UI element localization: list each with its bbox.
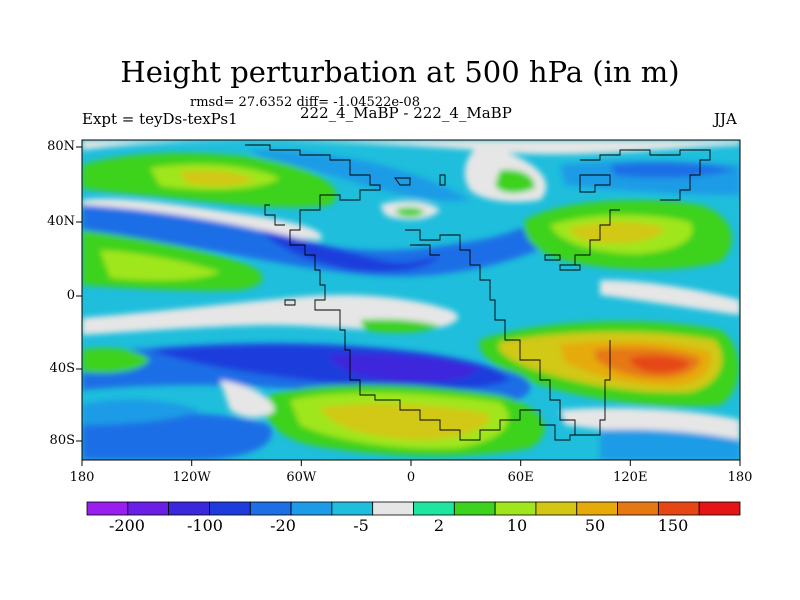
y-tick-label: 80S [49, 433, 75, 448]
colorbar-swatch [453, 501, 496, 516]
x-tick-label: 60W [286, 470, 317, 485]
x-tick-label: 120E [613, 470, 648, 485]
colorbar-swatch [209, 501, 251, 516]
colorbar-label: -5 [353, 516, 369, 535]
colorbar-swatch [535, 501, 578, 516]
colorbar-label: 10 [506, 516, 528, 535]
colorbar-swatch [372, 501, 414, 516]
x-tick-label: 180 [69, 470, 95, 485]
y-tick-label: 0 [66, 288, 75, 303]
colorbar-label: -20 [270, 516, 296, 535]
y-tick-label: 80N [47, 139, 75, 154]
x-tick-label: 0 [406, 470, 416, 485]
center-label: 222_4_MaBP - 222_4_MaBP [300, 104, 512, 122]
colorbar-swatch [617, 501, 659, 516]
map-title: Height perturbation at 500 hPa (in m) [120, 55, 680, 89]
colorbar-label: 50 [584, 516, 606, 535]
colorbar-swatch [86, 501, 129, 516]
colorbar-swatch [168, 501, 210, 516]
colorbar-swatch [331, 501, 374, 516]
colorbar-label: -200 [109, 516, 145, 535]
colorbar [86, 501, 741, 516]
stats-line: rmsd= 27.6352 diff= -1.04522e-08 [190, 95, 420, 110]
colorbar-label: 150 [657, 516, 689, 535]
y-tick-label: 40S [49, 361, 75, 376]
colorbar-swatch [249, 501, 292, 516]
x-tick-label: 120W [172, 470, 211, 485]
contour-field [82, 140, 740, 460]
colorbar-swatch [657, 501, 700, 516]
y-tick-label: 40N [47, 214, 75, 229]
colorbar-swatch [127, 501, 170, 516]
colorbar-swatch [698, 501, 741, 516]
x-tick-label: 60E [507, 470, 534, 485]
x-tick-label: 180 [727, 470, 753, 485]
experiment-label: Expt = teyDs-texPs1 [82, 110, 238, 128]
colorbar-label: 2 [433, 516, 445, 535]
season-label: JJA [714, 110, 737, 128]
colorbar-swatch [290, 501, 333, 516]
colorbar-swatch [576, 501, 618, 516]
colorbar-swatch [494, 501, 537, 516]
colorbar-swatch [413, 501, 455, 516]
colorbar-label: -100 [187, 516, 223, 535]
